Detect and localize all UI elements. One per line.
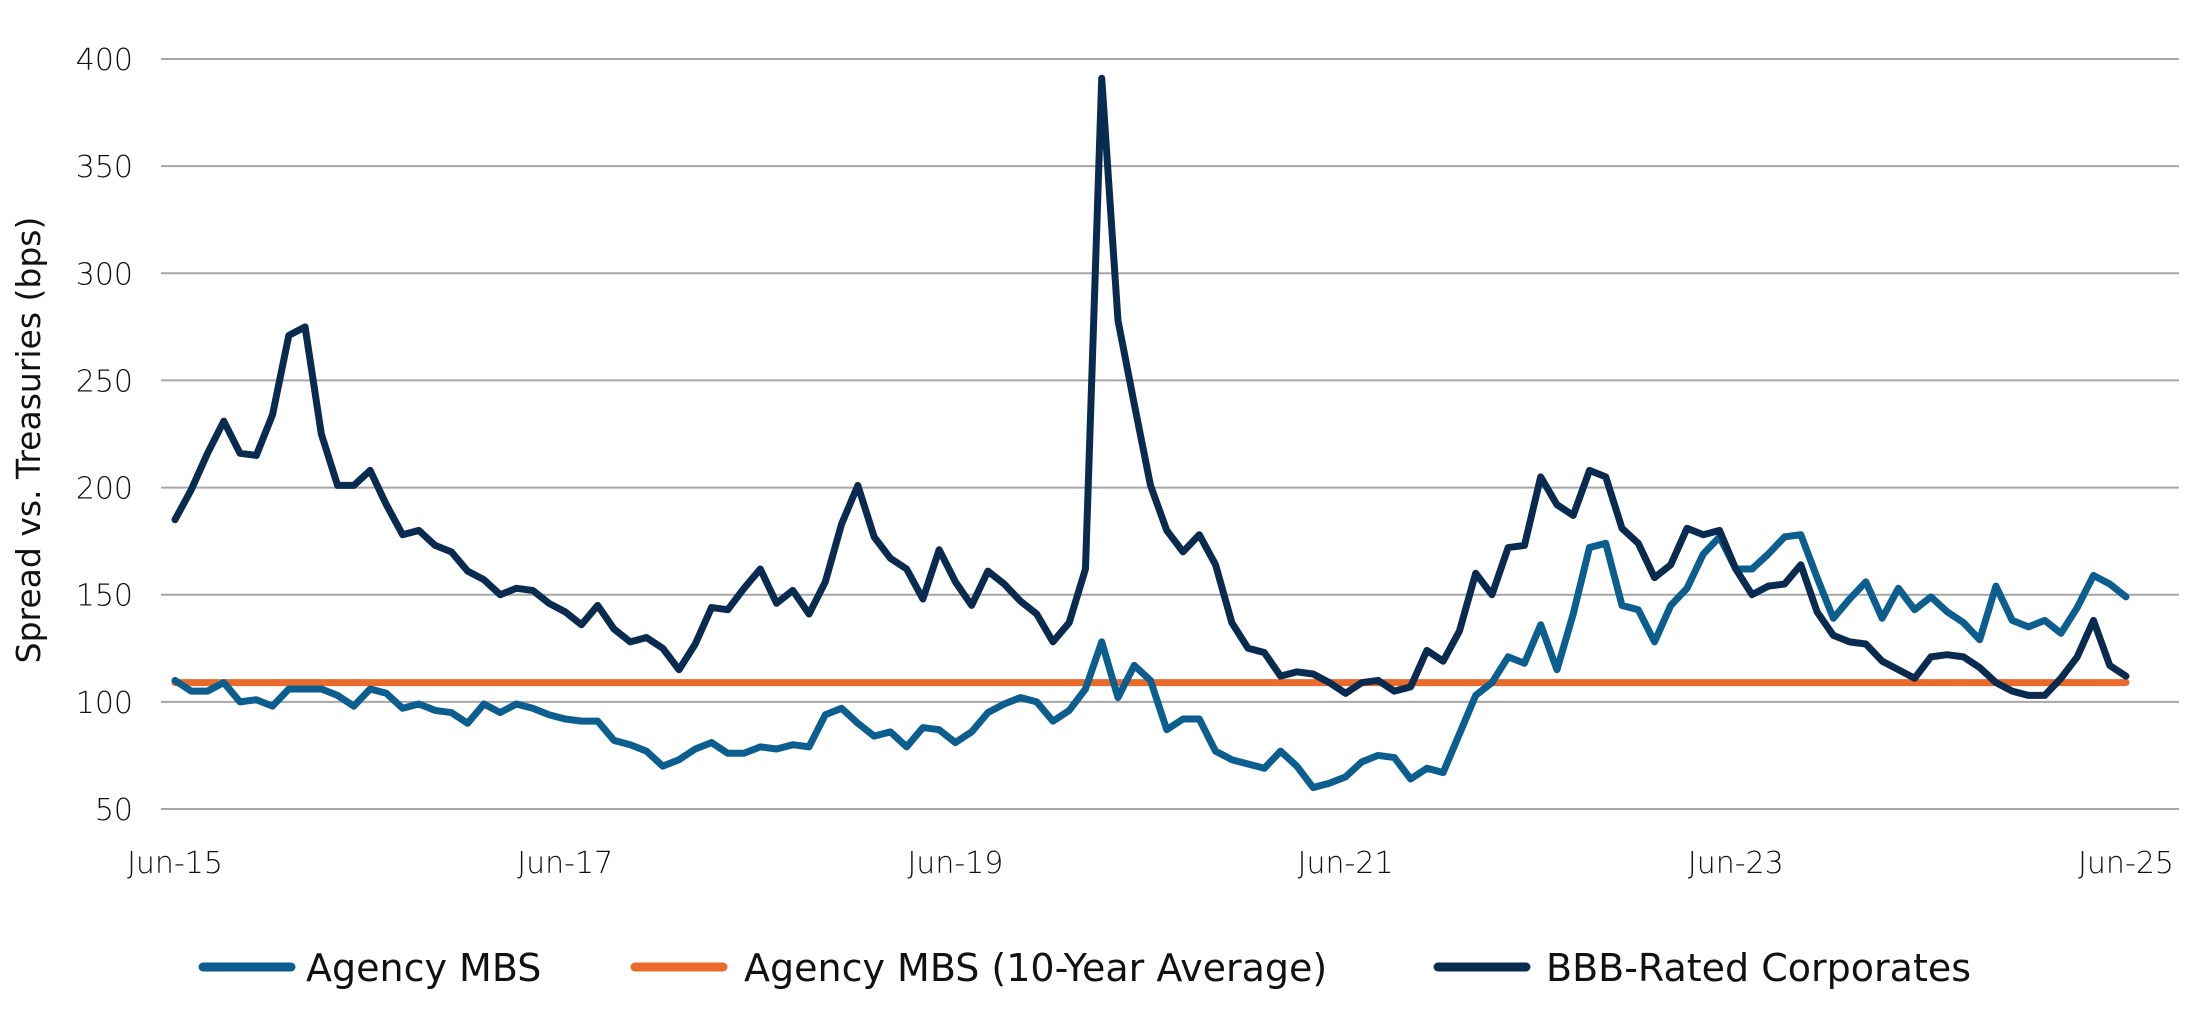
legend-label: BBB-Rated Corporates <box>1546 946 1971 990</box>
y-axis-title: Spread vs. Treasuries (bps) <box>9 217 48 664</box>
legend: Agency MBS Agency MBS (10-Year Average) BB… <box>198 946 1971 990</box>
x-tick-label: Jun-23 <box>1688 846 1784 881</box>
y-tick-label: 100 <box>76 686 133 721</box>
x-axis-ticks: Jun-15 Jun-17 Jun-19 Jun-21 Jun-23 Jun-25 <box>127 846 2174 881</box>
x-tick-label: Jun-15 <box>127 846 223 881</box>
y-tick-label: 50 <box>95 793 133 828</box>
series-lines <box>171 74 2130 792</box>
x-tick-label: Jun-19 <box>907 846 1003 881</box>
y-tick-label: 150 <box>76 579 133 614</box>
x-tick-label: Jun-21 <box>1298 846 1394 881</box>
y-tick-label: 300 <box>76 257 133 292</box>
legend-item: Agency MBS <box>198 946 541 990</box>
series-line-bbb-rated-corporates <box>171 74 2130 699</box>
x-tick-label: Jun-25 <box>2078 846 2174 881</box>
y-tick-label: 400 <box>76 43 133 78</box>
x-tick-label: Jun-17 <box>517 846 613 881</box>
y-axis-ticks: 50 100 150 200 250 300 350 400 <box>76 43 133 828</box>
y-tick-label: 250 <box>76 364 133 399</box>
legend-label: Agency MBS <box>306 946 541 990</box>
legend-label: Agency MBS (10-Year Average) <box>744 946 1327 990</box>
y-tick-label: 350 <box>76 150 133 185</box>
series-line-agency-mbs <box>171 531 2130 792</box>
gridlines <box>161 58 2179 810</box>
legend-item: Agency MBS (10-Year Average) <box>630 946 1327 990</box>
legend-item: BBB-Rated Corporates <box>1433 946 1971 990</box>
y-tick-label: 200 <box>76 472 133 507</box>
